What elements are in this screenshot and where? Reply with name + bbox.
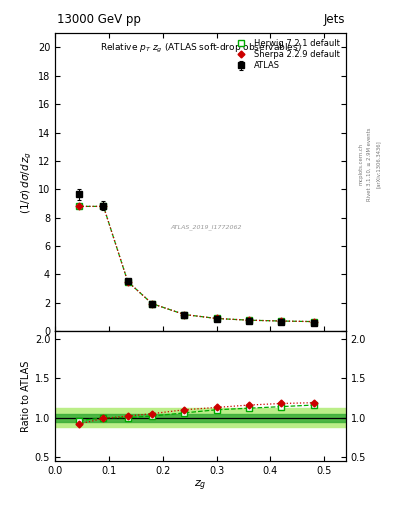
Herwig 7.2.1 default — [150, 301, 154, 307]
Text: Rivet 3.1.10, ≥ 2.9M events: Rivet 3.1.10, ≥ 2.9M events — [367, 127, 372, 201]
Text: Relative $p_T$ $z_g$ (ATLAS soft-drop observables): Relative $p_T$ $z_g$ (ATLAS soft-drop ob… — [99, 42, 301, 55]
Text: [arXiv:1306.3436]: [arXiv:1306.3436] — [376, 140, 381, 188]
Sherpa 2.2.9 default — [311, 318, 316, 325]
Bar — [55, 414, 346, 421]
Legend: Herwig 7.2.1 default, Sherpa 2.2.9 default, ATLAS: Herwig 7.2.1 default, Sherpa 2.2.9 defau… — [230, 37, 342, 72]
Text: ATLAS_2019_I1772062: ATLAS_2019_I1772062 — [171, 224, 242, 230]
Line: Herwig 7.2.1 default: Herwig 7.2.1 default — [77, 204, 316, 325]
Text: mcplots.cern.ch: mcplots.cern.ch — [358, 143, 364, 185]
Herwig 7.2.1 default — [125, 279, 130, 285]
Y-axis label: $(1/\sigma)\,d\sigma/d\,z_g$: $(1/\sigma)\,d\sigma/d\,z_g$ — [19, 151, 34, 214]
Herwig 7.2.1 default — [214, 315, 219, 322]
Bar — [55, 408, 346, 427]
Sherpa 2.2.9 default — [150, 301, 154, 307]
Sherpa 2.2.9 default — [246, 317, 251, 323]
X-axis label: $z_g$: $z_g$ — [194, 478, 207, 493]
Sherpa 2.2.9 default — [214, 315, 219, 322]
Sherpa 2.2.9 default — [182, 311, 187, 317]
Sherpa 2.2.9 default — [77, 203, 82, 209]
Sherpa 2.2.9 default — [125, 279, 130, 285]
Sherpa 2.2.9 default — [101, 203, 106, 209]
Herwig 7.2.1 default — [246, 317, 251, 323]
Text: 13000 GeV pp: 13000 GeV pp — [57, 13, 141, 26]
Herwig 7.2.1 default — [182, 311, 187, 317]
Herwig 7.2.1 default — [311, 318, 316, 325]
Herwig 7.2.1 default — [77, 203, 82, 209]
Text: Jets: Jets — [323, 13, 345, 26]
Line: Sherpa 2.2.9 default: Sherpa 2.2.9 default — [77, 204, 316, 324]
Herwig 7.2.1 default — [101, 203, 106, 209]
Herwig 7.2.1 default — [279, 318, 284, 324]
Y-axis label: Ratio to ATLAS: Ratio to ATLAS — [20, 360, 31, 432]
Sherpa 2.2.9 default — [279, 318, 284, 324]
